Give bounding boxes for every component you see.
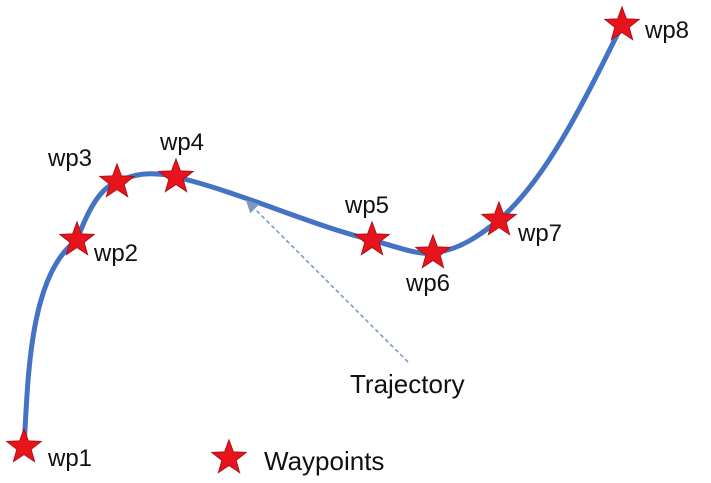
legend-star-icon [210, 438, 248, 474]
waypoint-label-wp1: wp1 [47, 445, 92, 472]
waypoint-star-wp8 [603, 5, 641, 41]
waypoint-star-wp1 [5, 427, 43, 463]
waypoint-star-wp3 [98, 162, 136, 198]
legend: Waypoints [210, 438, 384, 476]
waypoint-star-wp5 [353, 220, 391, 256]
waypoint-label-wp6: wp6 [405, 270, 450, 297]
waypoint-star-wp7 [480, 200, 518, 236]
waypoint-star-wp6 [414, 233, 452, 269]
waypoint-label-wp5: wp5 [344, 192, 389, 219]
waypoint-label-wp8: wp8 [644, 17, 689, 44]
trajectory-curve [21, 22, 625, 450]
legend-label: Waypoints [264, 446, 384, 476]
trajectory-label: Trajectory [350, 369, 465, 399]
waypoint-label-wp4: wp4 [159, 129, 204, 156]
trajectory-pointer-arrow [245, 199, 409, 363]
waypoint-star-wp4 [157, 157, 195, 193]
waypoint-label-wp2: wp2 [93, 240, 138, 267]
waypoint-label-wp3: wp3 [47, 145, 92, 172]
waypoint-label-wp7: wp7 [517, 220, 562, 247]
waypoint-markers [5, 5, 641, 463]
waypoint-star-wp2 [58, 220, 96, 256]
legend-star-icon-shape [210, 438, 248, 474]
